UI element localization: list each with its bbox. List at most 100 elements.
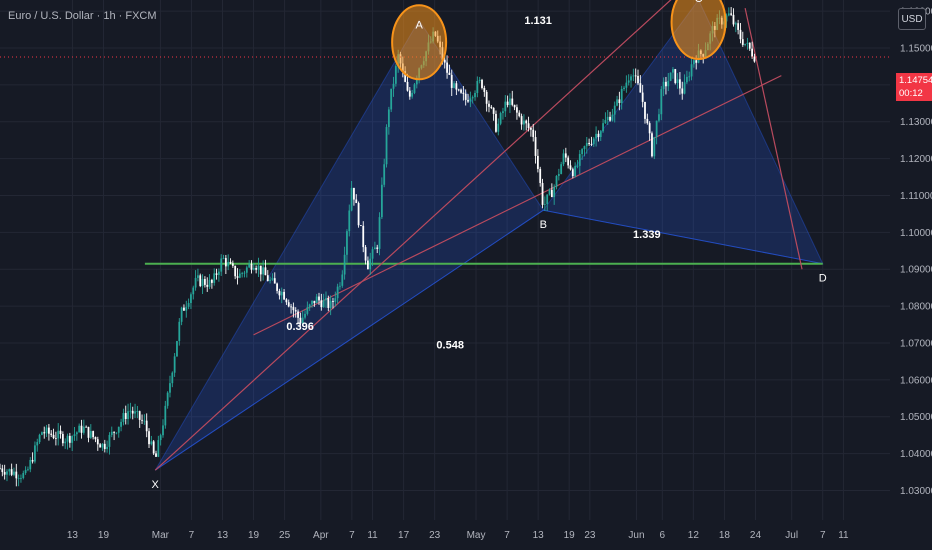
candle-body — [555, 175, 558, 187]
candle-body — [294, 310, 297, 312]
candle-body — [408, 90, 411, 97]
candle-body — [599, 131, 602, 138]
x-axis[interactable]: 13 19 Mar 7 13 19 25 Apr 7 11 17 23 May 7 13 19 23 Jun 6 12… — [0, 520, 932, 550]
candle-body — [271, 278, 274, 280]
candle-body — [75, 432, 78, 435]
candle-body — [94, 437, 97, 440]
candle-body — [332, 301, 334, 302]
candle-body — [318, 296, 320, 301]
candle-body — [106, 446, 109, 450]
candle-body — [378, 217, 381, 249]
x-tick-label: 19 — [248, 530, 260, 541]
candle-body — [367, 260, 369, 270]
candle-body — [490, 106, 493, 108]
x-tick-label: 11 — [838, 530, 849, 541]
pattern-triangle-xab — [154, 19, 545, 471]
candle-body — [639, 83, 642, 93]
candle-body — [6, 471, 8, 475]
candle-body — [502, 111, 504, 114]
point-label-d: D — [819, 273, 827, 285]
candle-body — [220, 258, 223, 272]
candle-body — [187, 302, 190, 307]
candle-body — [73, 434, 76, 437]
candle-body — [287, 302, 290, 307]
candle-body — [751, 48, 754, 57]
candle-body — [178, 321, 181, 342]
candle-body — [450, 74, 453, 88]
candle-body — [122, 413, 125, 422]
point-label-c: C — [695, 0, 703, 5]
candle-body — [516, 107, 518, 113]
currency-button[interactable]: USD — [898, 8, 926, 30]
candle-body — [383, 164, 386, 185]
candle-body — [329, 301, 332, 308]
candle-body — [78, 425, 81, 433]
candle-body — [229, 261, 232, 264]
point-label-a: A — [415, 19, 423, 31]
candle-body — [380, 184, 383, 218]
candle-body — [618, 99, 621, 104]
candle-body — [597, 133, 600, 138]
candle-body — [206, 284, 209, 287]
candle-body — [266, 275, 269, 281]
candle-body — [641, 92, 644, 102]
x-tick-label: 7 — [504, 530, 510, 541]
pattern-leg-xb — [154, 209, 544, 471]
candle-body — [520, 116, 523, 125]
candle-body — [513, 104, 516, 108]
candle-body — [262, 267, 265, 275]
candle-body — [350, 187, 353, 211]
candle-body — [334, 298, 337, 302]
candle-body — [108, 434, 111, 447]
candle-body — [159, 435, 162, 441]
candle-body — [339, 285, 341, 287]
candle-body — [0, 468, 1, 470]
candle-body — [674, 69, 677, 84]
y-tick-label: 1.10000 — [900, 228, 932, 239]
candle-body — [341, 274, 344, 286]
candle-body — [285, 299, 288, 303]
candle-body — [89, 431, 92, 438]
candle-body — [145, 420, 148, 432]
candle-body — [741, 39, 744, 45]
candle-body — [462, 92, 465, 94]
candle-body — [746, 42, 749, 44]
candle-body — [127, 411, 129, 420]
candle-body — [325, 298, 327, 301]
x-tick-label: Mar — [152, 530, 170, 541]
x-tick-label: 19 — [564, 530, 576, 541]
y-tick-label: 1.15000 — [900, 43, 932, 54]
candle-body — [623, 87, 625, 89]
candle-body — [564, 153, 567, 158]
candle-body — [497, 123, 500, 132]
candle-body — [299, 317, 302, 324]
trendline-3 — [744, 7, 803, 270]
candle-body — [346, 231, 348, 255]
y-tick-label: 1.09000 — [900, 265, 932, 276]
candle-body — [744, 43, 747, 45]
candle-body — [115, 432, 118, 434]
candle-body — [166, 392, 169, 406]
highlight-circles — [391, 0, 727, 81]
candle-body — [169, 383, 171, 393]
candle-body — [474, 92, 476, 98]
candle-body — [215, 273, 218, 275]
candle-body — [371, 249, 374, 259]
candle-body — [620, 88, 623, 104]
candle-body — [110, 431, 113, 435]
highlight-circle-a — [391, 4, 448, 81]
candle-body — [164, 405, 167, 426]
candle-body — [138, 411, 141, 420]
candle-body — [595, 133, 597, 139]
y-tick-label: 1.05000 — [900, 412, 932, 423]
candle-body — [567, 157, 570, 166]
candle-body — [257, 265, 260, 270]
x-tick-label: 7 — [189, 530, 195, 541]
candle-body — [469, 98, 472, 102]
candle-body — [499, 113, 502, 124]
candle-body — [534, 137, 537, 156]
x-tick-label: 19 — [98, 530, 110, 541]
candle-body — [280, 291, 283, 296]
candle-body — [695, 60, 698, 63]
